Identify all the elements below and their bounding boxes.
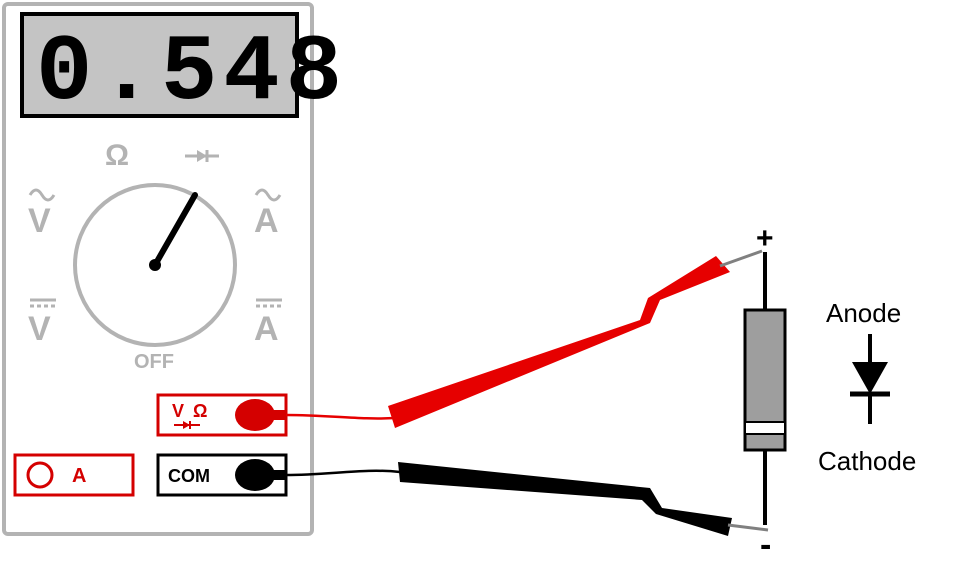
- jack-vohm[interactable]: V Ω: [158, 395, 287, 435]
- jack-amp-label: A: [72, 465, 86, 487]
- anode-label: Anode: [826, 298, 901, 328]
- plus-sign: +: [756, 222, 774, 255]
- cathode-label: Cathode: [818, 446, 916, 476]
- red-lead: [286, 251, 762, 428]
- jack-vohm-v: V: [172, 401, 184, 421]
- diode-component: + -: [745, 222, 785, 564]
- label-ohm: Ω: [105, 139, 129, 172]
- svg-text:A: A: [254, 202, 279, 240]
- jack-com[interactable]: COM: [158, 455, 287, 495]
- svg-text:V: V: [28, 310, 51, 348]
- meter-display: 0.548: [22, 14, 348, 127]
- jack-com-label: COM: [168, 466, 210, 486]
- jack-amp[interactable]: A: [15, 455, 133, 495]
- svg-text:A: A: [254, 310, 279, 348]
- display-value: 0.548: [36, 21, 348, 127]
- diagram-canvas: 0.548 Ω V A V: [0, 0, 955, 571]
- label-off: OFF: [134, 351, 174, 373]
- meter-dial[interactable]: [75, 185, 235, 345]
- diode-symbol: Anode Cathode: [818, 298, 916, 476]
- minus-sign: -: [760, 526, 771, 564]
- jack-vohm-ohm: Ω: [193, 401, 207, 421]
- black-lead: [286, 462, 768, 536]
- svg-text:V: V: [28, 202, 51, 240]
